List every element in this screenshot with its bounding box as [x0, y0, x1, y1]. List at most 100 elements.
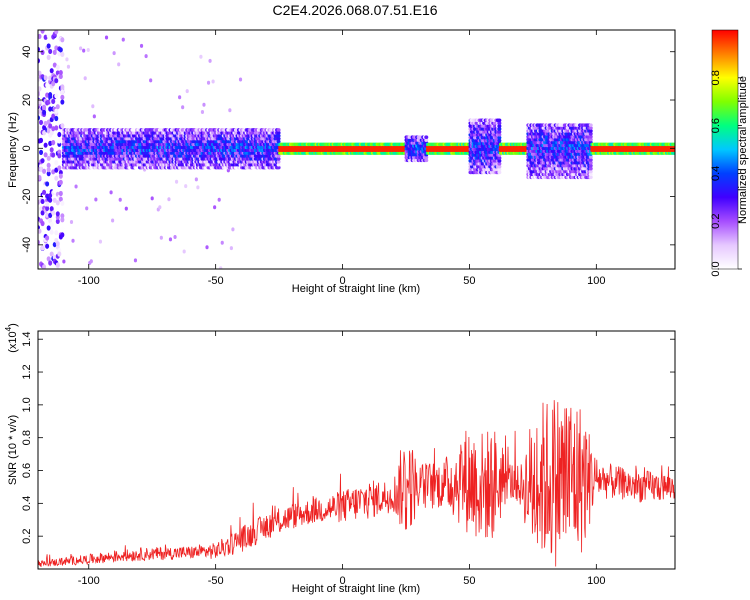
heatmap-cell: [139, 43, 144, 48]
heatmap-cell: [118, 197, 122, 202]
y-tick-label: 1.0: [21, 397, 33, 412]
heatmap-cell: [276, 154, 281, 158]
heatmap-cell: [58, 69, 63, 76]
heatmap-cell: [55, 104, 60, 110]
heatmap-cell: [229, 246, 233, 251]
heatmap-cell: [51, 113, 56, 119]
heatmap-cell: [226, 168, 230, 173]
heatmap-cell: [159, 235, 163, 240]
heatmap-cell: [51, 126, 56, 132]
heatmap-cell: [185, 89, 189, 94]
colorbar-tick-label: 0.4: [710, 166, 722, 181]
heatmap-cell: [82, 48, 86, 53]
heatmap-x-ticks: -100 -50 0 50 100: [78, 30, 606, 287]
heatmap-cell: [46, 256, 51, 262]
heatmap-cell: [111, 218, 115, 223]
heatmap-cell: [54, 45, 59, 51]
heatmap-cell: [38, 33, 42, 40]
heatmap-cell: [208, 58, 212, 63]
heatmap-cell: [46, 225, 51, 231]
heatmap-cell: [497, 127, 502, 131]
snr-scale-label: (x104): [4, 323, 19, 353]
heatmap-cell: [48, 260, 53, 266]
heatmap-cell: [117, 62, 121, 67]
heatmap-cell: [94, 197, 98, 202]
heatmap-cell: [51, 140, 56, 146]
snr-x-ticks: -100 -50 0 50 100: [78, 331, 606, 587]
heatmap-cell: [49, 229, 54, 235]
heatmap-cell: [49, 147, 54, 153]
y-tick-label: 0.6: [21, 463, 33, 478]
heatmap-cell: [60, 232, 65, 238]
heatmap-cell: [588, 123, 593, 127]
heatmap-cell: [133, 258, 138, 263]
snr-series-line: [38, 400, 675, 568]
y-tick-label: 0.2: [21, 529, 33, 544]
heatmap-cell: [55, 241, 60, 247]
heatmap-cell: [48, 197, 53, 203]
heatmap-cell: [58, 179, 63, 185]
y-tick-label: 1.2: [21, 364, 33, 379]
snr-x-label: Height of straight line (km): [292, 583, 420, 595]
heatmap-cell: [168, 237, 173, 242]
heatmap-cells: [38, 30, 675, 269]
heatmap-cell: [150, 196, 154, 201]
heatmap-cell: [51, 169, 56, 175]
heatmap-cell: [60, 226, 65, 232]
snr-scale-exp: 4: [4, 326, 13, 331]
heatmap-cell: [42, 189, 47, 195]
heatmap-cell: [55, 218, 60, 224]
heatmap-cell: [85, 206, 89, 211]
heatmap-cell: [58, 190, 63, 197]
heatmap-cell: [424, 138, 429, 142]
heatmap-cell: [588, 175, 593, 180]
heatmap-cell: [48, 212, 53, 218]
heatmap-cell: [45, 235, 50, 241]
heatmap-cell: [182, 249, 186, 254]
heatmap-cell: [497, 118, 502, 123]
heatmap-cell: [39, 166, 44, 172]
heatmap-cell: [83, 76, 87, 81]
heatmap-cell: [46, 119, 51, 125]
heatmap-cell: [40, 210, 45, 216]
x-tick-label: -100: [78, 575, 100, 587]
heatmap-cell: [588, 155, 593, 159]
heatmap-cell: [58, 73, 63, 80]
heatmap-cell: [497, 167, 502, 172]
colorbar-tick-label: 0.8: [710, 70, 722, 85]
heatmap-cell: [40, 198, 45, 205]
heatmap-cell: [38, 86, 42, 92]
heatmap-cell: [49, 68, 54, 74]
heatmap-cell: [71, 238, 75, 243]
heatmap-cell: [497, 130, 502, 134]
heatmap-cell: [46, 33, 51, 39]
x-tick-label: 100: [587, 575, 605, 587]
heatmap-cell: [167, 197, 171, 202]
heatmap-cell: [52, 62, 57, 68]
x-tick-label: 0: [339, 575, 345, 587]
heatmap-cell: [48, 106, 53, 112]
snr-panel: -100 -50 0 50 100 0.2 0.4 0.6 0.8 1.0 1.2 1.4 Heig…: [4, 323, 676, 595]
heatmap-cell: [42, 130, 47, 136]
heatmap-cell: [276, 165, 281, 170]
heatmap-cell: [49, 206, 54, 212]
y-tick-label: 0.8: [21, 430, 33, 445]
heatmap-cell: [672, 148, 675, 153]
colorbar-gradient: [711, 29, 739, 270]
colorbar: 0.0 0.2 0.4 0.6 0.8 Normalized spectral ampl…: [710, 29, 749, 277]
heatmap-cell: [43, 120, 48, 127]
heatmap-cell: [57, 165, 62, 171]
heatmap-cell: [58, 196, 63, 202]
heatmap-cell: [588, 166, 593, 171]
heatmap-cell: [46, 171, 51, 177]
heatmap-panel: -100 -50 0 50 100 -40 -20 0 20 40 Height of stra…: [7, 29, 676, 295]
heatmap-cell: [38, 228, 42, 234]
snr-frame: [37, 330, 676, 570]
heatmap-cell: [46, 54, 51, 60]
heatmap-cell: [51, 210, 56, 216]
heatmap-cell: [60, 123, 65, 129]
heatmap-cell: [54, 230, 59, 236]
heatmap-cell: [424, 135, 429, 139]
heatmap-cell: [91, 104, 95, 109]
